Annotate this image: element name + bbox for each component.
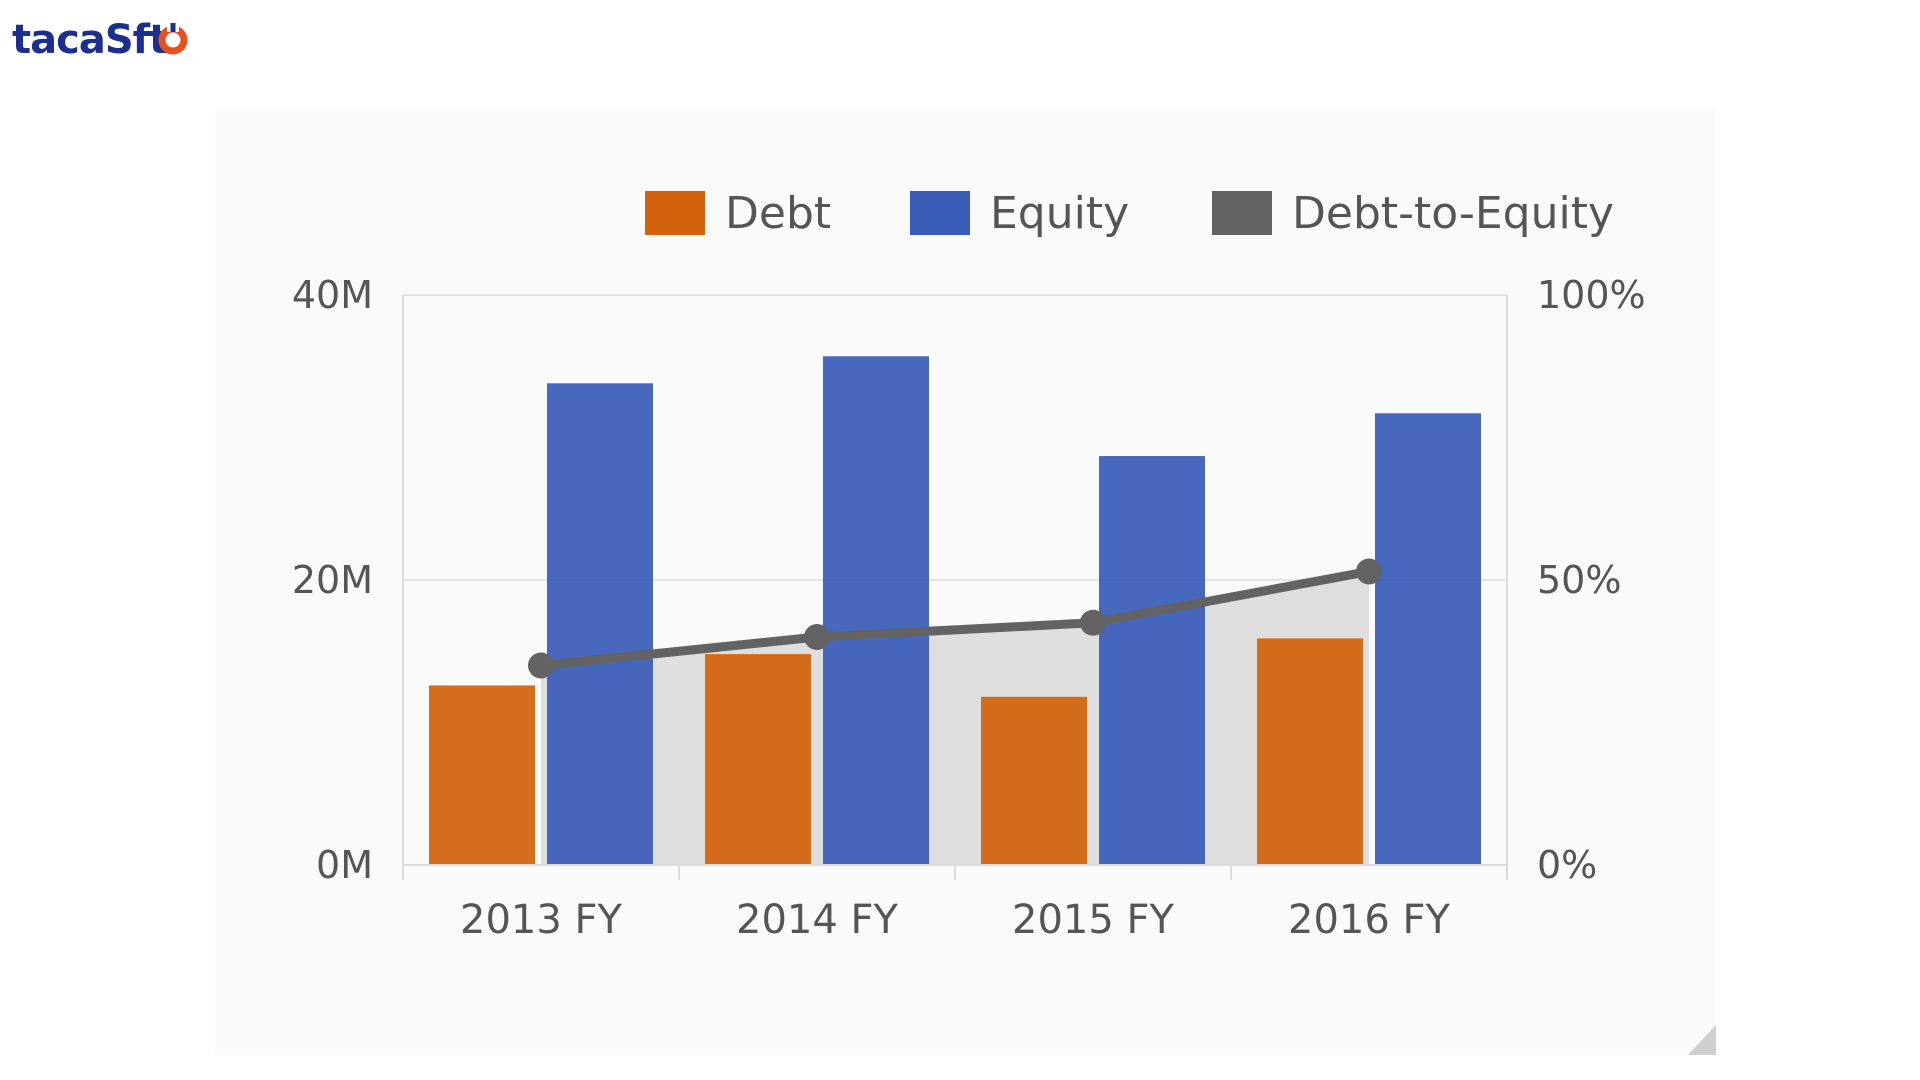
legend-label-equity: Equity [990,188,1129,239]
bar-equity-3 [1099,456,1205,865]
logo-o-mark [158,23,188,55]
debt-to-equity-point-3 [1080,609,1106,636]
bar-debt-3 [981,696,1087,865]
bar-equity-2 [823,356,929,865]
left-axis-tick-label: 0M [316,843,373,887]
x-axis-category-label: 2015 FY [1012,897,1175,943]
tacasoft-logo: tacaSft [12,17,188,63]
ratio-area-fill [541,571,1369,865]
legend-swatch-debt [645,191,705,235]
logo-text-prefix: taca [12,17,105,63]
right-axis-tick-label: 0% [1537,843,1597,887]
legend-label-debt-to-equity: Debt-to-Equity [1292,188,1614,239]
bar-debt-4 [1257,638,1363,865]
right-axis-tick-label: 50% [1537,558,1621,602]
bar-equity-1 [547,383,653,865]
debt-to-equity-point-1 [528,652,554,679]
right-axis-tick-label: 100% [1537,273,1646,317]
x-axis-category-label: 2013 FY [460,897,623,943]
left-axis-tick-label: 40M [292,273,373,317]
left-axis-tick-label: 20M [292,558,373,602]
resize-corner-icon[interactable] [1688,1025,1716,1055]
bar-debt-1 [429,685,535,865]
legend-swatch-equity [910,191,970,235]
bar-debt-2 [705,654,811,865]
debt-to-equity-line [540,567,1370,670]
bar-equity-4 [1375,413,1481,865]
legend-label-debt: Debt [725,188,831,239]
x-axis-category-label: 2016 FY [1288,897,1451,943]
debt-to-equity-point-2 [804,624,830,650]
x-axis-category-label: 2014 FY [736,897,899,943]
debt-to-equity-point-4 [1356,558,1382,585]
logo-text-s: S [105,17,133,63]
legend-swatch-debt-to-equity [1212,191,1272,235]
